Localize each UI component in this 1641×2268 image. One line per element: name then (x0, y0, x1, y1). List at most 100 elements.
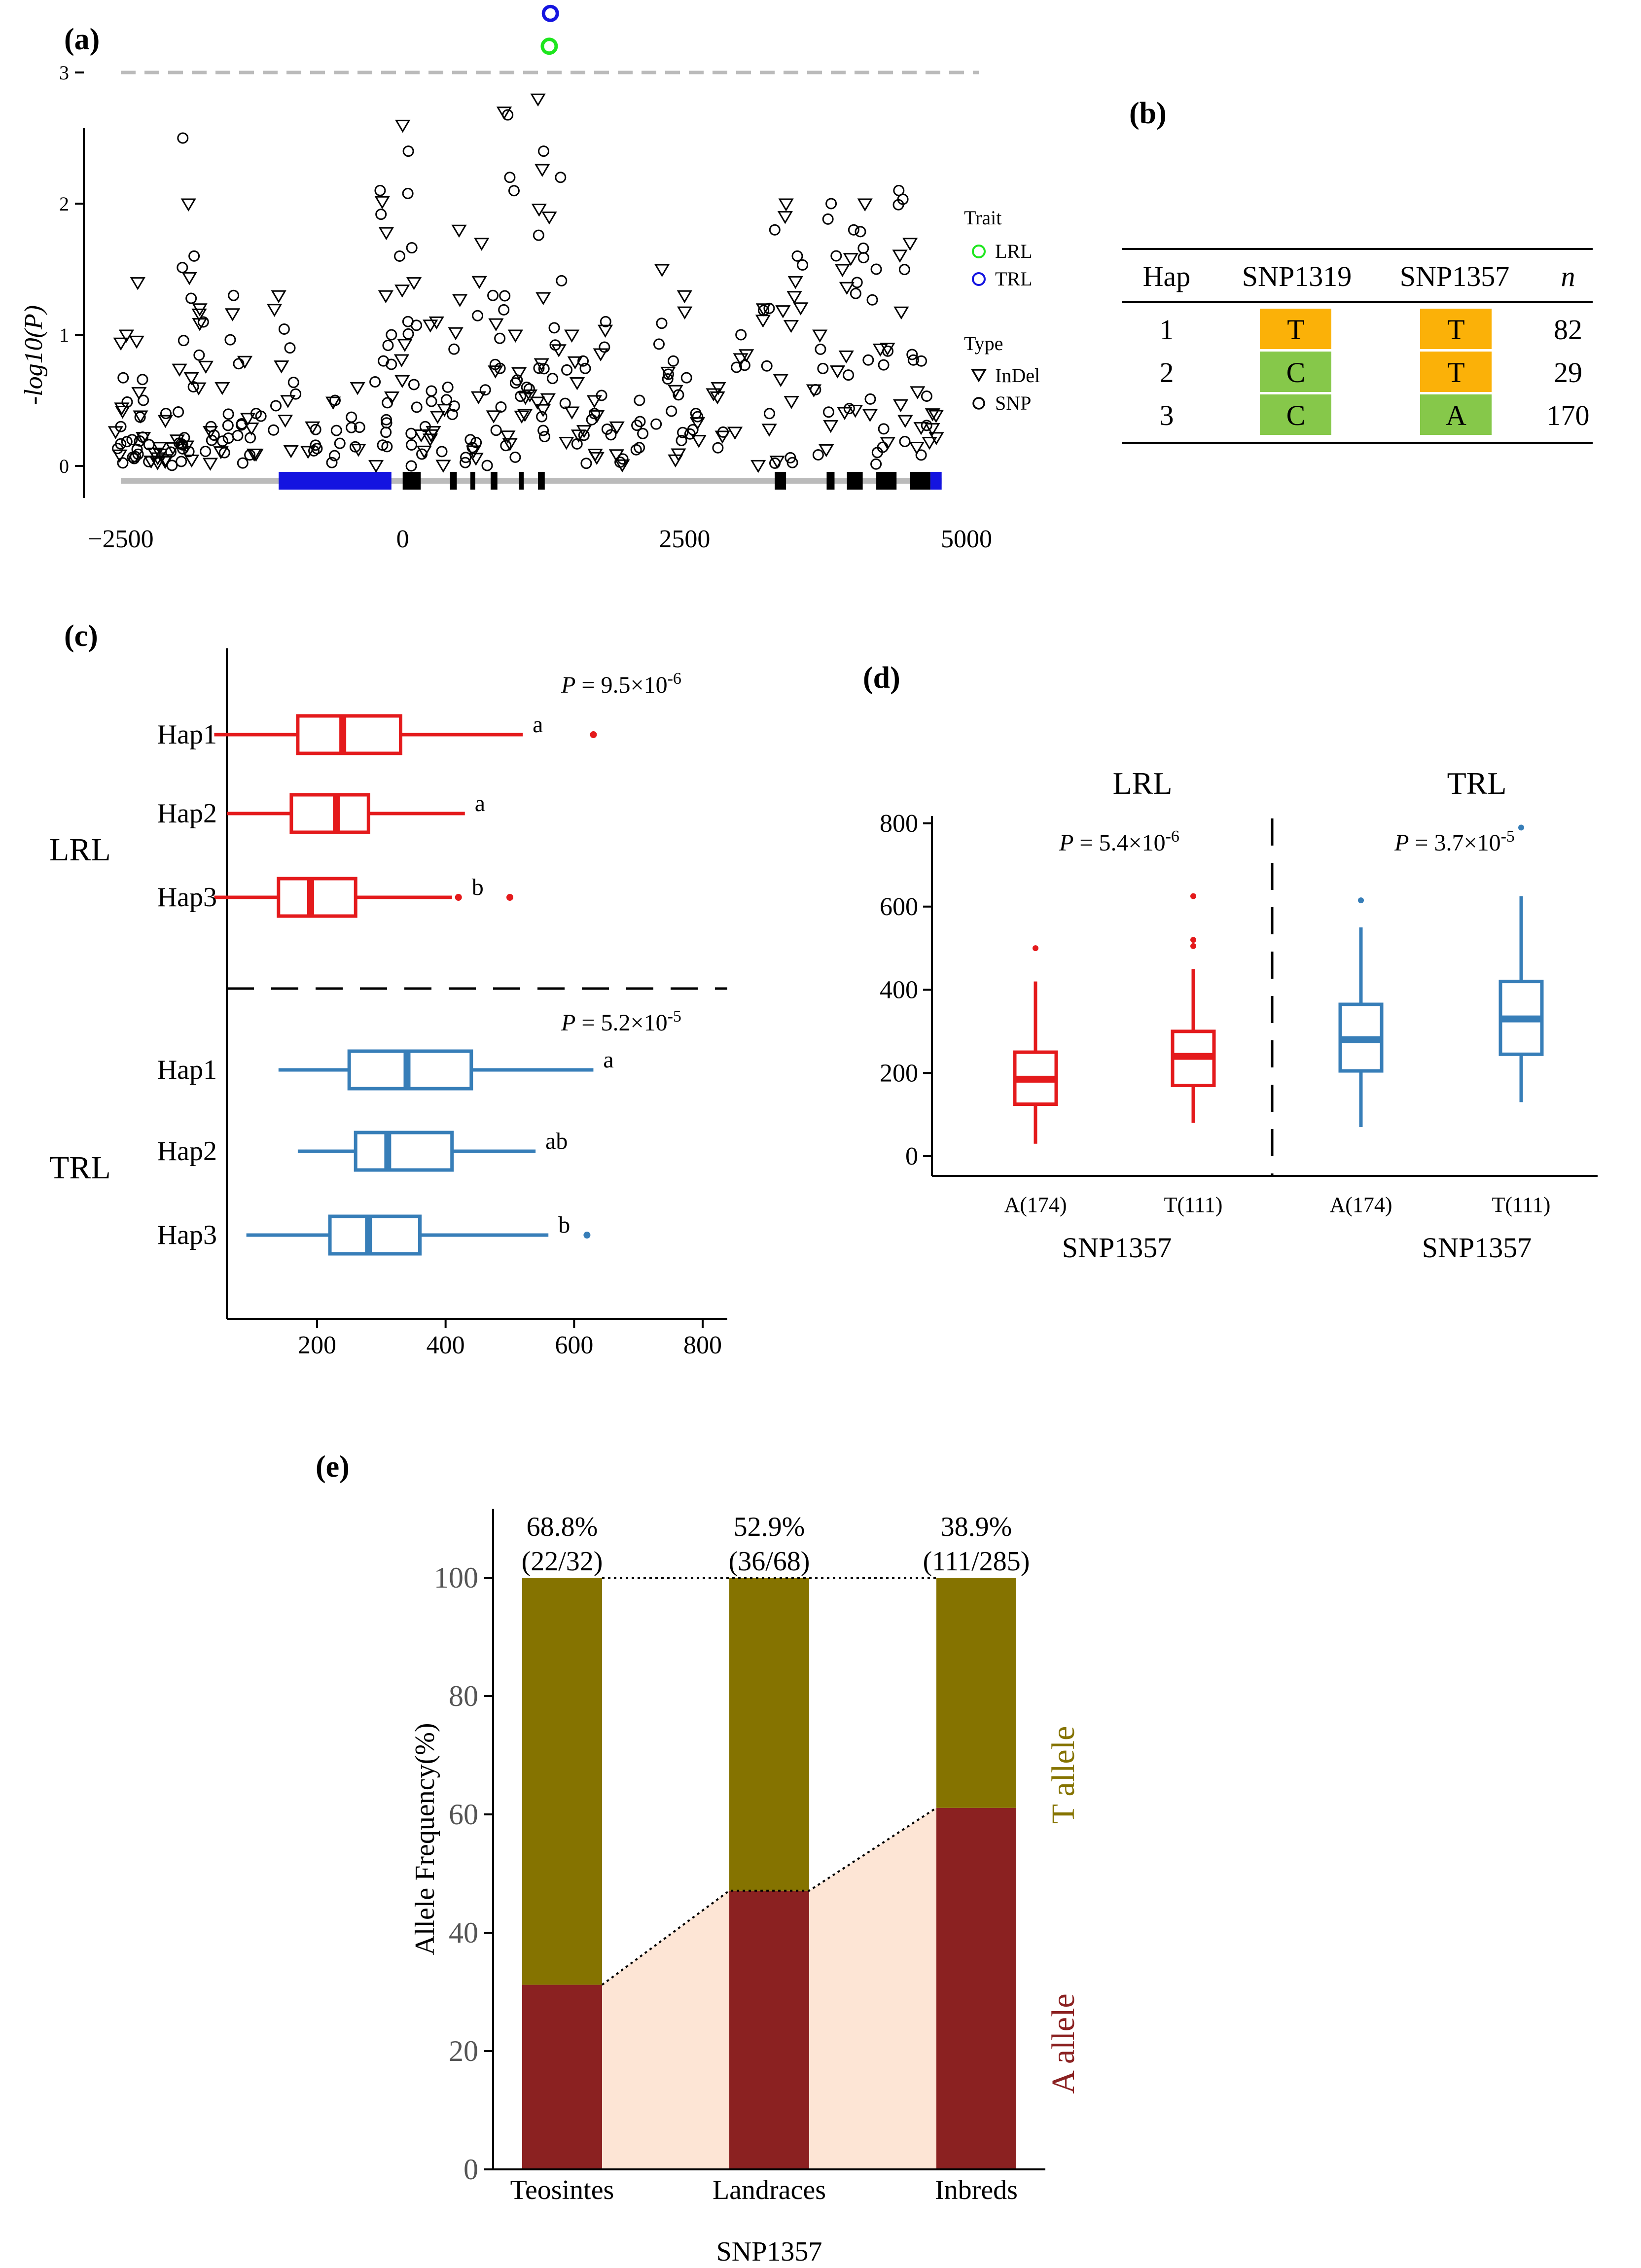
indel-point (892, 249, 908, 263)
legend-lrl-label: LRL (995, 240, 1033, 262)
indel-point (714, 430, 730, 444)
snp-point (561, 364, 573, 376)
pvalue-lrl-d: P = 5.4×10-6 (1059, 827, 1179, 856)
snp-point (479, 384, 491, 396)
stacked-bars (522, 1578, 1016, 2169)
indel-point (165, 442, 181, 456)
indel-point (248, 449, 264, 462)
snp1357-cell: T (1447, 314, 1464, 346)
snp-point (677, 426, 689, 438)
indel-point (413, 429, 429, 443)
snp-point (630, 444, 642, 456)
indel-point (784, 396, 799, 409)
snp-point (537, 425, 549, 436)
indel-point (823, 420, 839, 433)
snp1319-cell: C (1286, 399, 1306, 431)
snp-point (270, 400, 282, 412)
snp-point (329, 450, 341, 461)
xlabel-lrl-d: SNP1357 (1062, 1232, 1172, 1264)
indel-point (374, 196, 390, 210)
indel-point (668, 454, 683, 468)
snp-point (137, 431, 148, 443)
indel-point (569, 377, 585, 390)
snp-point (687, 424, 699, 436)
outlier-point (1033, 945, 1038, 952)
snp-point (662, 368, 674, 380)
snp-point (614, 456, 626, 468)
indel-point (902, 238, 918, 251)
snp-point (386, 358, 397, 370)
indel-point (428, 316, 444, 330)
indel-point (152, 442, 168, 455)
snp-point (183, 446, 195, 458)
a-allele-trend-line (601, 1807, 937, 1986)
indel-point (406, 277, 422, 290)
indel-point (416, 445, 432, 459)
indel-point (244, 422, 259, 436)
snp-point (284, 342, 296, 354)
legend-t-allele: T allele (1045, 1726, 1081, 1824)
panel-e-allele-frequency-bars: 0 20 40 60 80 100 Teosintes Landraces Inbreds 6… (410, 1509, 1081, 2267)
snp-point (817, 362, 829, 374)
snp-point (224, 334, 236, 346)
snp-point (472, 310, 484, 321)
snp-point (354, 422, 365, 433)
outlier-point (506, 894, 513, 901)
indel-point (149, 457, 166, 470)
legend-indel-marker (970, 369, 987, 383)
indel-point (909, 442, 925, 455)
box-iqr (354, 1131, 454, 1172)
snp-point (589, 408, 601, 420)
indel-point (474, 238, 490, 251)
snp-point (222, 432, 234, 444)
bar-percent-label: 52.9% (734, 1512, 805, 1542)
indel-point (786, 291, 802, 304)
indel-point (158, 454, 174, 467)
snp-point (381, 441, 393, 453)
snp-point (812, 449, 824, 461)
y-tick-label: 40 (449, 1916, 478, 1949)
snp-point (185, 292, 197, 304)
snp-point (556, 275, 568, 286)
boxplot-lrl-a: A(174) (1004, 945, 1067, 1217)
indel-point (429, 411, 446, 424)
ylabel-a: -log10(P) (20, 305, 48, 405)
snp-point (233, 358, 245, 370)
pvalue-lrl-c: P = 9.5×10-6 (561, 670, 681, 698)
snp-point (666, 405, 678, 417)
snp-point (673, 389, 684, 401)
snp-point (631, 420, 643, 431)
indel-point (397, 339, 413, 352)
snp-point (330, 425, 342, 436)
snp-point (426, 385, 437, 397)
indel-point (589, 410, 605, 424)
indel-point (198, 360, 214, 374)
x-tick-label: 2500 (659, 525, 710, 553)
snp-point (815, 343, 826, 355)
boxplot-trl-t: T(111) (1492, 824, 1550, 1217)
snp-point (735, 329, 747, 341)
indel-point (689, 417, 706, 430)
indel-point (530, 93, 546, 107)
indel-point (597, 324, 613, 338)
snp-point (382, 339, 394, 351)
x-tick-label: −2500 (88, 525, 153, 553)
snp-point (177, 439, 188, 451)
hap-label: Hap1 (157, 719, 217, 750)
y-tick-label: 600 (880, 893, 918, 921)
snp1357-cell: A (1446, 399, 1466, 431)
snp-point (599, 341, 610, 353)
indel-point (114, 405, 131, 419)
snp-point (538, 431, 550, 443)
y-tick-label: 800 (880, 810, 918, 838)
snp-point (290, 388, 302, 400)
legend-type-title: Type (964, 332, 1003, 354)
snp-point (601, 424, 613, 435)
pvalue-trl-c: P = 5.2×10-5 (561, 1007, 681, 1036)
snp-point (855, 226, 866, 238)
indel-point (266, 304, 283, 317)
outlier-point (590, 731, 597, 738)
indel-point (435, 460, 451, 473)
indel-point (517, 409, 533, 422)
indel-point (129, 335, 144, 349)
